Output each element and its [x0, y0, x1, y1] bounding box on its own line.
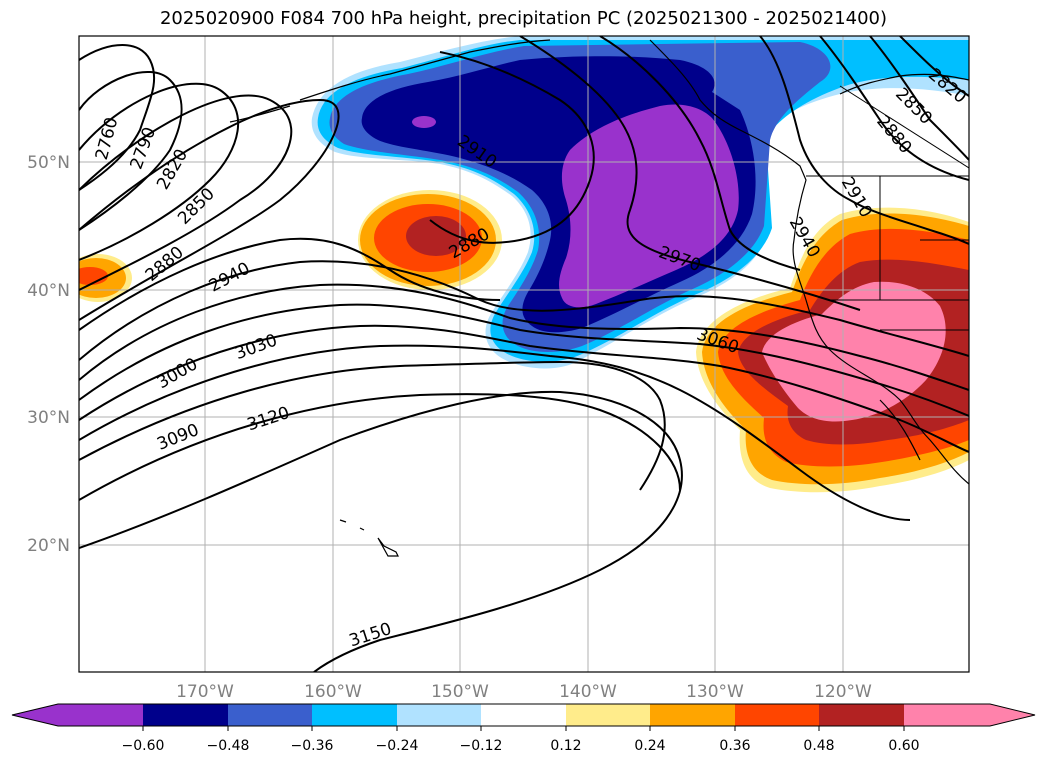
- lon-label-160w: 160°W: [304, 682, 362, 702]
- colorbar-segment: [228, 704, 312, 726]
- colorbar-label-neg048: −0.48: [207, 738, 250, 754]
- longitude-labels: 170°W 160°W 150°W 140°W 130°W 120°W: [176, 682, 872, 702]
- colorbar-segment: [397, 704, 481, 726]
- colorbar-label-036: 0.36: [719, 738, 750, 754]
- map-frame: [78, 35, 970, 673]
- colorbar-segment: [904, 704, 1035, 726]
- map-title: 2025020900 F084 700 hPa height, precipit…: [159, 8, 888, 29]
- colorbar-label-024: 0.24: [634, 738, 665, 754]
- colorbar-label-neg024: −0.24: [376, 738, 419, 754]
- lon-label-140w: 140°W: [559, 682, 617, 702]
- colorbar-segment: [650, 704, 735, 726]
- map-panel: 2760 2790 2820 2850 2880 2940 3000 3030 …: [79, 36, 969, 672]
- height-contours: [79, 36, 969, 672]
- graticule: [79, 36, 969, 672]
- colorbar-segment: [819, 704, 904, 726]
- lat-label-40n: 40°N: [27, 281, 70, 301]
- lon-label-120w: 120°W: [814, 682, 872, 702]
- colorbar-ticks: [142, 726, 905, 731]
- colorbar-label-012: 0.12: [550, 738, 581, 754]
- lat-label-30n: 30°N: [27, 408, 70, 428]
- colorbar-segment: [735, 704, 819, 726]
- political-borders: [806, 85, 969, 331]
- colorbar-segment: [312, 704, 397, 726]
- lat-label-50n: 50°N: [27, 153, 70, 173]
- colorbar-label-060: 0.60: [888, 738, 919, 754]
- colorbar-outline: [11, 703, 1036, 727]
- colorbar-segment: [566, 704, 650, 726]
- lat-label-20n: 20°N: [27, 536, 70, 556]
- negative-anomaly-field: [311, 36, 969, 369]
- colorbar-label-048: 0.48: [803, 738, 834, 754]
- colorbar-label-neg060: −0.60: [122, 738, 165, 754]
- colorbar-segment: [143, 704, 228, 726]
- colorbar: −0.60 −0.48 −0.36 −0.24 −0.12 0.12 0.24 …: [11, 703, 1036, 754]
- coastlines: [229, 39, 969, 557]
- colorbar-segment: [481, 704, 566, 726]
- colorbar-label-neg012: −0.12: [460, 738, 503, 754]
- lon-label-150w: 150°W: [431, 682, 489, 702]
- colorbar-segment: [12, 704, 143, 726]
- positive-anomaly-field: [79, 190, 502, 302]
- lon-label-130w: 130°W: [686, 682, 744, 702]
- latitude-labels: 50°N 40°N 30°N 20°N: [27, 153, 70, 556]
- colorbar-label-neg036: −0.36: [291, 738, 334, 754]
- lon-label-170w: 170°W: [176, 682, 234, 702]
